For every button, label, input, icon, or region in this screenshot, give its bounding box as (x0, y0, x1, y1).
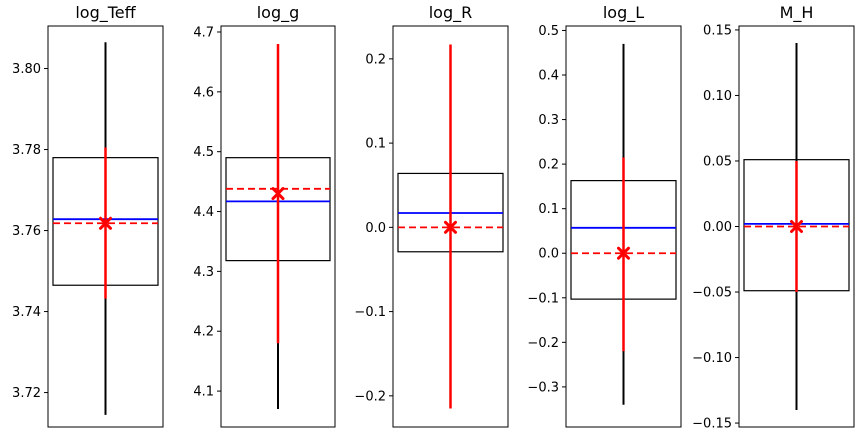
y-tick-label: 0.3 (538, 113, 559, 128)
panel-title: log_g (257, 3, 300, 23)
panel-title: log_R (429, 3, 473, 23)
y-tick-label: 0.0 (365, 221, 386, 236)
y-tick-label: 0.15 (703, 23, 732, 38)
y-tick-label: −0.05 (692, 286, 732, 301)
panel-title: log_L (603, 3, 644, 23)
axes-frame (392, 25, 509, 428)
y-tick-label: 4.2 (193, 325, 214, 340)
panel-title: M_H (780, 3, 814, 23)
value-marker (790, 220, 803, 233)
y-tick-label: 0.5 (538, 24, 559, 39)
value-marker (99, 216, 112, 230)
y-tick-label: 4.6 (193, 85, 214, 100)
y-tick-label: 4.3 (193, 265, 214, 280)
y-tick-label: 0.2 (538, 158, 559, 173)
y-tick-label: 3.72 (12, 386, 41, 401)
y-tick-label: −0.15 (692, 417, 732, 432)
y-tick-label: −0.1 (354, 305, 386, 320)
value-marker (617, 246, 630, 260)
y-tick-label: 3.80 (12, 62, 41, 77)
y-tick-label: 4.7 (193, 25, 214, 40)
y-tick-label: 0.2 (365, 52, 386, 67)
y-tick-label: 0.4 (538, 69, 559, 84)
y-tick-label: 0.0 (538, 247, 559, 262)
y-tick-label: 3.74 (12, 305, 41, 320)
y-tick-label: −0.3 (527, 380, 559, 395)
y-tick-label: 0.1 (538, 202, 559, 217)
y-tick-label: 3.76 (12, 224, 41, 239)
y-tick-label: 4.1 (193, 385, 214, 400)
y-tick-label: 0.1 (365, 137, 386, 152)
value-marker (271, 187, 285, 201)
axes-frame (47, 25, 164, 428)
y-tick-label: 0.00 (703, 220, 732, 235)
axes-frame (565, 25, 682, 428)
y-tick-label: 0.05 (703, 154, 732, 169)
y-tick-label: 4.4 (193, 205, 214, 220)
y-tick-label: −0.1 (527, 291, 559, 306)
axes-frame (220, 25, 336, 428)
y-tick-label: 3.78 (12, 143, 41, 158)
panel-title: log_Teff (75, 3, 136, 23)
y-tick-label: −0.2 (527, 336, 559, 351)
y-tick-label: −0.10 (692, 351, 732, 366)
y-tick-label: 0.10 (703, 89, 732, 104)
value-marker (444, 220, 457, 234)
y-tick-label: −0.2 (354, 389, 386, 404)
y-tick-label: 4.5 (193, 145, 214, 160)
